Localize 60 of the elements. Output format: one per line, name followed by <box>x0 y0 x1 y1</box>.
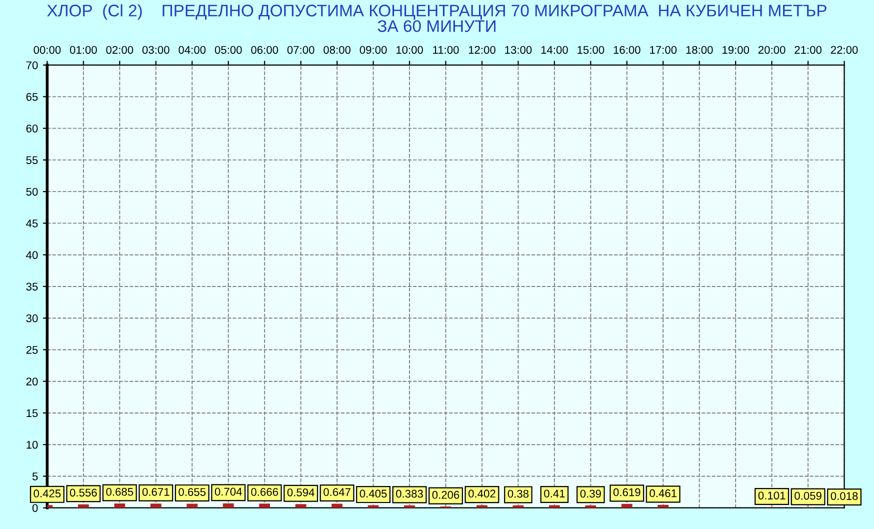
data-label: 0.671 <box>142 488 170 496</box>
y-tick-label: 60 <box>26 124 38 132</box>
x-tick-label: 07:00 <box>287 46 314 54</box>
x-tick-label: 10:00 <box>396 46 423 54</box>
data-label: 0.018 <box>830 492 858 500</box>
chart-title: ХЛОР (Cl 2) ПРЕДЕЛНО ДОПУСТИМА КОНЦЕНТРАЦИЯ 70 МИКРОГРАМА НА КУБИЧЕН МЕТЪР ЗА 60 МИНУТИ <box>47 4 826 32</box>
x-tick-label: 03:00 <box>142 46 170 54</box>
data-label: 0.655 <box>178 488 206 496</box>
y-tick-label: 25 <box>26 346 38 354</box>
x-tick-label: 16:00 <box>614 46 640 54</box>
x-tick-label: 13:00 <box>505 46 532 54</box>
y-tick-label: 30 <box>26 314 38 322</box>
x-tick-label: 04:00 <box>178 46 206 54</box>
x-tick-label: 09:00 <box>360 46 387 54</box>
data-label: 0.594 <box>287 488 314 496</box>
y-tick-label: 5 <box>32 472 38 480</box>
x-tick-label: 22:00 <box>830 46 858 54</box>
y-tick-label: 10 <box>26 440 38 449</box>
x-tick-label: 14:00 <box>541 46 568 54</box>
y-tick-label: 35 <box>26 282 38 291</box>
data-label: 0.383 <box>396 490 423 498</box>
x-tick-label: 08:00 <box>324 46 351 54</box>
y-tick-label: 0 <box>32 504 38 512</box>
y-tick-label: 55 <box>26 156 38 164</box>
x-tick-label: 05:00 <box>214 46 242 54</box>
x-tick-label: 21:00 <box>794 46 822 54</box>
x-tick-label: 02:00 <box>106 46 134 54</box>
x-tick-label: 20:00 <box>758 46 786 54</box>
y-tick-label: 15 <box>26 409 38 418</box>
data-label: 0.666 <box>251 488 278 496</box>
data-label: 0.206 <box>432 490 460 499</box>
data-label: 0.41 <box>544 490 565 498</box>
data-label: 0.556 <box>70 488 97 497</box>
data-label: 0.425 <box>34 490 61 498</box>
y-tick-label: 65 <box>26 92 38 101</box>
x-tick-label: 18:00 <box>686 46 713 54</box>
data-label: 0.704 <box>214 488 242 496</box>
x-tick-label: 01:00 <box>70 46 97 54</box>
x-tick-label: 11:00 <box>433 46 459 54</box>
y-tick-label: 20 <box>26 378 38 386</box>
data-label: 0.402 <box>468 490 496 498</box>
y-tick-label: 70 <box>26 61 38 70</box>
x-tick-label: 19:00 <box>722 46 750 54</box>
x-tick-label: 15:00 <box>578 46 604 54</box>
data-label: 0.685 <box>106 488 134 496</box>
y-tick-label: 50 <box>26 188 38 196</box>
data-label: 0.38 <box>508 490 529 498</box>
y-tick-label: 45 <box>26 220 38 228</box>
data-label: 0.39 <box>580 490 601 498</box>
data-label: 0.461 <box>650 489 676 498</box>
x-tick-label: 17:00 <box>650 46 677 54</box>
x-tick-label: 12:00 <box>468 46 496 54</box>
data-label: 0.059 <box>794 492 822 500</box>
data-label: 0.647 <box>324 488 350 496</box>
y-tick-label: 40 <box>26 251 38 259</box>
x-tick-label: 00:00 <box>34 46 61 54</box>
data-label: 0.101 <box>758 492 786 500</box>
x-tick-label: 06:00 <box>251 46 278 54</box>
data-label: 0.619 <box>613 488 640 496</box>
data-label: 0.405 <box>360 490 387 498</box>
